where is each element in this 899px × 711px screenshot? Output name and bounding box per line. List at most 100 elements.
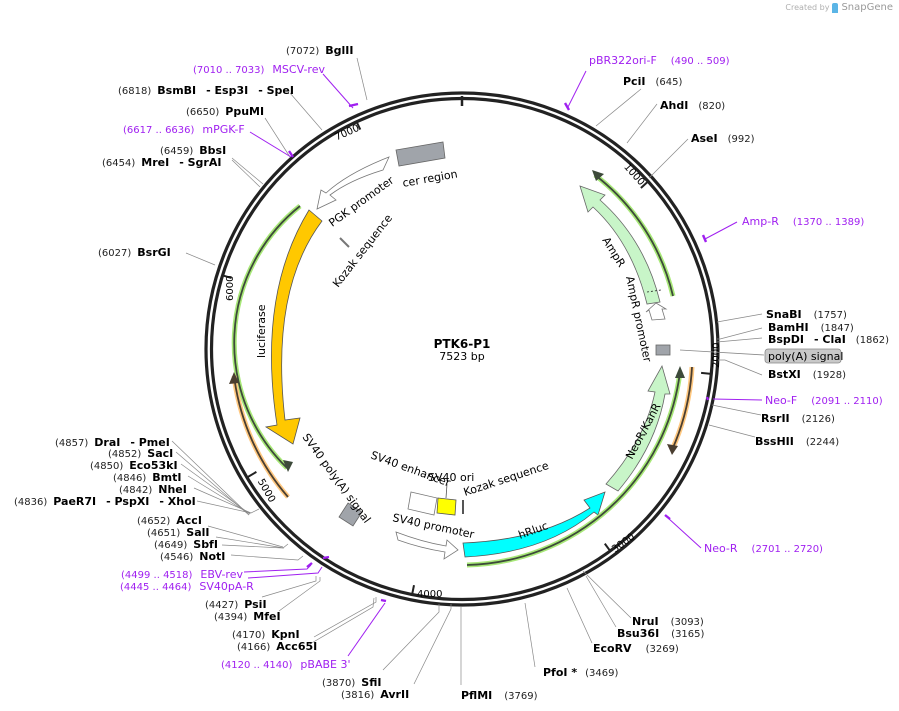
enzyme-pos: (4850) — [90, 461, 123, 472]
hrluc-feature[interactable] — [462, 491, 606, 558]
enzyme-bstxi[interactable]: BstXI — [768, 368, 801, 381]
enzyme-clai[interactable]: - ClaI — [814, 333, 846, 346]
primer-range: (4120 .. 4140) — [221, 660, 293, 671]
enzyme-sgrai[interactable]: - SgrAI — [179, 156, 221, 169]
enzyme-pfoi[interactable]: PfoI * — [543, 666, 577, 679]
svg-text:(4445 .. 4464)SV40pA-R: (4445 .. 4464) SV40pA-R — [120, 580, 254, 593]
sv40-promoter-feature[interactable] — [395, 531, 459, 560]
tick-marks — [221, 120, 712, 596]
neor-kanr-feature[interactable] — [605, 364, 671, 492]
enzyme-pos: (6459) — [160, 146, 193, 157]
polya-signal-feature[interactable] — [655, 344, 671, 356]
primer-pbabe-3[interactable]: pBABE 3' — [300, 658, 350, 671]
enzyme-xhoi[interactable]: - XhoI — [159, 495, 195, 508]
primer-range: (6617 .. 6636) — [123, 125, 195, 136]
enzyme-paer7i[interactable]: PaeR7I — [53, 495, 96, 508]
enzyme-drai[interactable]: DraI — [94, 436, 120, 449]
enzyme-pos: (6027) — [98, 248, 131, 259]
svg-text:(6617 .. 6636)mPGK-F: (6617 .. 6636) mPGK-F — [123, 123, 245, 136]
enzyme-sbfi[interactable]: SbfI — [193, 538, 218, 551]
svg-text:BstXI(1928): BstXI (1928) — [768, 368, 846, 381]
svg-text:(4651)SalI: (4651) SalI — [147, 526, 209, 539]
enzyme-labels: (7072) BglII (6818) BsmBI - Esp3I - SpeI (66… — [14, 44, 889, 702]
enzyme-pspxi[interactable]: - PspXI — [106, 495, 149, 508]
luciferase-feature[interactable] — [264, 209, 323, 445]
orf-orange-left — [233, 375, 289, 498]
primer-ebv-rev[interactable]: EBV-rev — [200, 568, 243, 581]
enzyme-bspdi[interactable]: BspDI — [768, 333, 804, 346]
sv40-ori-feature[interactable] — [436, 497, 457, 516]
enzyme-bbsi[interactable]: BbsI — [199, 144, 226, 157]
enzyme-saci[interactable]: SacI — [147, 447, 173, 460]
plasmid-name: PTK6-P1 — [434, 337, 491, 351]
cer-region-feature[interactable] — [395, 141, 446, 167]
svg-text:Neo-F(2091 .. 2110): Neo-F (2091 .. 2110) — [765, 394, 883, 407]
enzyme-pmei[interactable]: - PmeI — [130, 436, 169, 449]
ampr-feature[interactable] — [579, 185, 661, 305]
ampr-promoter-feature[interactable] — [645, 302, 668, 321]
primer-neo-f[interactable]: Neo-F — [765, 394, 797, 407]
svg-text:(4846)BmtI: (4846) BmtI — [113, 471, 181, 484]
enzyme-bmti[interactable]: BmtI — [152, 471, 181, 484]
orf-orange-left-arrowhead-icon — [229, 372, 239, 384]
svg-text:(7072)BglII: (7072) BglII — [286, 44, 353, 57]
svg-text:NruI(3093): NruI (3093) — [632, 615, 704, 628]
enzyme-acc65i[interactable]: Acc65I — [276, 640, 317, 653]
tick-2000: 2000 — [711, 343, 722, 368]
enzyme-eco53ki[interactable]: Eco53kI — [129, 459, 177, 472]
primer-pbr322ori-f[interactable]: pBR322ori-F — [589, 54, 657, 67]
enzyme-snabi[interactable]: SnaBI — [766, 308, 802, 321]
enzyme-pflmi[interactable]: PflMI — [461, 689, 492, 702]
primer-sv40pa-r[interactable]: SV40pA-R — [199, 580, 254, 593]
sv40-enhancer-feature[interactable] — [407, 491, 438, 516]
svg-text:(4170)KpnI: (4170) KpnI — [232, 628, 300, 641]
enzyme-mrei[interactable]: MreI — [141, 156, 169, 169]
sv40-polya-feature[interactable] — [338, 502, 363, 527]
enzyme-spei[interactable]: - SpeI — [258, 84, 294, 97]
primer-mscv-rev[interactable]: MSCV-rev — [272, 63, 325, 76]
orf-green-right — [466, 371, 681, 566]
svg-text:(3816)AvrII: (3816) AvrII — [341, 688, 409, 701]
enzyme-bamhi[interactable]: BamHI — [768, 321, 809, 334]
enzyme-bsmbi[interactable]: BsmBI — [157, 84, 196, 97]
primer-range: (4445 .. 4464) — [120, 582, 192, 593]
enzyme-sali[interactable]: SalI — [186, 526, 209, 539]
kozak-sequence-1-mark — [339, 237, 350, 248]
primer-range: (4499 .. 4518) — [121, 570, 193, 581]
enzyme-noti[interactable]: NotI — [199, 550, 225, 563]
enzyme-rsrii[interactable]: RsrII — [761, 412, 790, 425]
primer-neo-r[interactable]: Neo-R — [704, 542, 738, 555]
enzyme-pos: (3769) — [504, 691, 537, 702]
enzyme-mfei[interactable]: MfeI — [253, 610, 280, 623]
enzyme-sfii[interactable]: SfiI — [361, 676, 381, 689]
enzyme-ppumi[interactable]: PpuMI — [225, 105, 264, 118]
primer-mpgk-f[interactable]: mPGK-F — [202, 123, 244, 136]
pgk-promoter-feature[interactable] — [316, 156, 390, 210]
primer-range: (1370 .. 1389) — [793, 217, 865, 228]
primer-amp-r[interactable]: Amp-R — [742, 215, 779, 228]
enzyme-bsshii[interactable]: BssHII — [755, 435, 794, 448]
enzyme-bsrgi[interactable]: BsrGI — [137, 246, 170, 259]
svg-text:(6454)MreI- SgrAI: (6454) MreI - SgrAI — [102, 156, 221, 169]
enzyme-asei[interactable]: AseI — [691, 132, 718, 145]
enzyme-avrii[interactable]: AvrII — [380, 688, 409, 701]
svg-text:(6818)BsmBI- Esp3I- SpeI: (6818) BsmBI - Esp3I - SpeI — [118, 84, 294, 97]
svg-text:(4499 .. 4518)EBV-rev: (4499 .. 4518) EBV-rev — [121, 568, 243, 581]
enzyme-pos: (1862) — [856, 335, 889, 346]
enzyme-nrui[interactable]: NruI — [632, 615, 659, 628]
enzyme-pcii[interactable]: PciI — [623, 75, 645, 88]
enzyme-bglii[interactable]: BglII — [325, 44, 353, 57]
enzyme-ahdi[interactable]: AhdI — [660, 99, 688, 112]
enzyme-psii[interactable]: PsiI — [244, 598, 266, 611]
svg-text:(3870)SfiI: (3870) SfiI — [322, 676, 381, 689]
enzyme-kpni[interactable]: KpnI — [271, 628, 299, 641]
enzyme-pos: (4842) — [119, 485, 152, 496]
enzyme-bsu36i[interactable]: Bsu36I — [617, 627, 659, 640]
enzyme-pos: (7072) — [286, 46, 319, 57]
enzyme-esp3i[interactable]: - Esp3I — [206, 84, 248, 97]
orf-orange-right — [671, 366, 693, 451]
enzyme-nhei[interactable]: NheI — [158, 483, 187, 496]
enzyme-pos: (4427) — [205, 600, 238, 611]
enzyme-ecorv[interactable]: EcoRV — [593, 642, 632, 655]
enzyme-acci[interactable]: AccI — [176, 514, 202, 527]
